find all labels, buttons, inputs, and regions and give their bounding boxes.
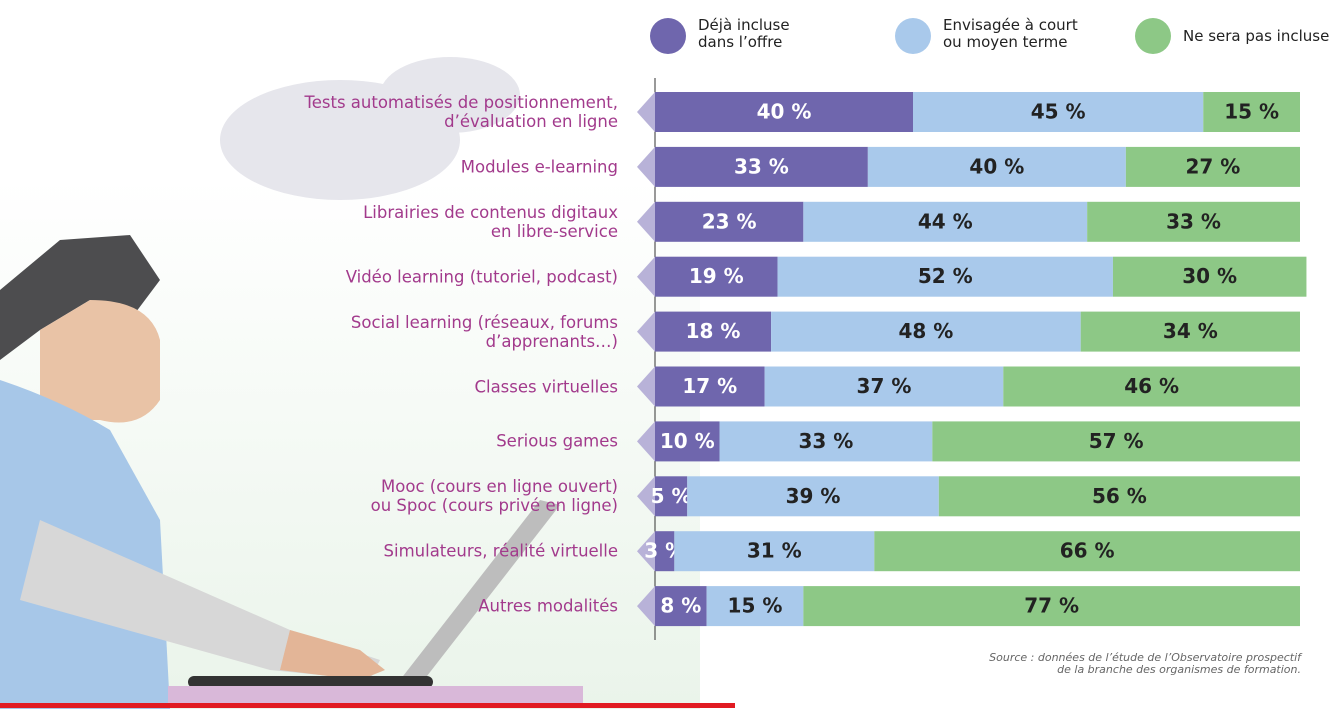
bar-arrow: [637, 92, 655, 132]
category-label: Modules e-learning: [461, 157, 618, 176]
category-label: Librairies de contenus digitaux en libre…: [363, 203, 618, 241]
category-label: Classes virtuelles: [474, 377, 618, 396]
value-label: 23 %: [702, 209, 757, 233]
value-label: 15 %: [728, 594, 783, 618]
legend-swatch: [650, 18, 686, 54]
value-label: 45 %: [1031, 100, 1086, 124]
value-label: 37 %: [857, 374, 912, 398]
value-label: 5 %: [651, 484, 692, 508]
category-label: Simulateurs, réalité virtuelle: [384, 542, 618, 561]
illustration: 40 % 45 % 15 % 33 % 40 % 27 % 23 % 44 % 33 % 19 %…: [0, 0, 1341, 709]
value-label: 33 %: [734, 154, 789, 178]
category-label: Serious games: [496, 432, 618, 451]
category-label: Social learning (réseaux, forums d’appre…: [351, 313, 618, 351]
value-label: 44 %: [918, 209, 973, 233]
category-label: Mooc (cours en ligne ouvert) ou Spoc (co…: [371, 477, 618, 515]
value-label: 40 %: [969, 154, 1024, 178]
value-label: 10 %: [660, 429, 715, 453]
category-label: Tests automatisés de positionnement, d’é…: [304, 93, 618, 131]
legend-label: Envisagée à court ou moyen terme: [943, 17, 1078, 51]
value-label: 48 %: [898, 319, 953, 343]
value-label: 66 %: [1060, 539, 1115, 563]
value-label: 33 %: [799, 429, 854, 453]
value-label: 31 %: [747, 539, 802, 563]
value-label: 33 %: [1166, 209, 1221, 233]
legend-label: Déjà incluse dans l’offre: [698, 17, 790, 51]
value-label: 18 %: [686, 319, 741, 343]
value-label: 57 %: [1089, 429, 1144, 453]
value-label: 15 %: [1224, 100, 1279, 124]
value-label: 56 %: [1092, 484, 1147, 508]
value-label: 27 %: [1186, 154, 1241, 178]
legend-swatch: [1135, 18, 1171, 54]
value-label: 46 %: [1124, 374, 1179, 398]
rule: [0, 703, 735, 708]
category-label: Autres modalités: [478, 597, 618, 616]
value-label: 40 %: [757, 100, 812, 124]
value-label: 34 %: [1163, 319, 1218, 343]
value-label: 39 %: [786, 484, 841, 508]
source: Source : données de l’étude de l’Observa…: [989, 652, 1301, 676]
value-label: 19 %: [689, 264, 744, 288]
value-label: 8 %: [660, 594, 701, 618]
value-label: 77 %: [1024, 594, 1079, 618]
value-label: 30 %: [1182, 264, 1237, 288]
legend-swatch: [895, 18, 931, 54]
value-label: 52 %: [918, 264, 973, 288]
value-label: 17 %: [682, 374, 737, 398]
category-label: Vidéo learning (tutoriel, podcast): [346, 267, 618, 286]
legend-label: Ne sera pas incluse: [1183, 28, 1329, 45]
chart: 40 % 45 % 15 % 33 % 40 % 27 % 23 % 44 % 33 % 19 %…: [0, 0, 1341, 709]
